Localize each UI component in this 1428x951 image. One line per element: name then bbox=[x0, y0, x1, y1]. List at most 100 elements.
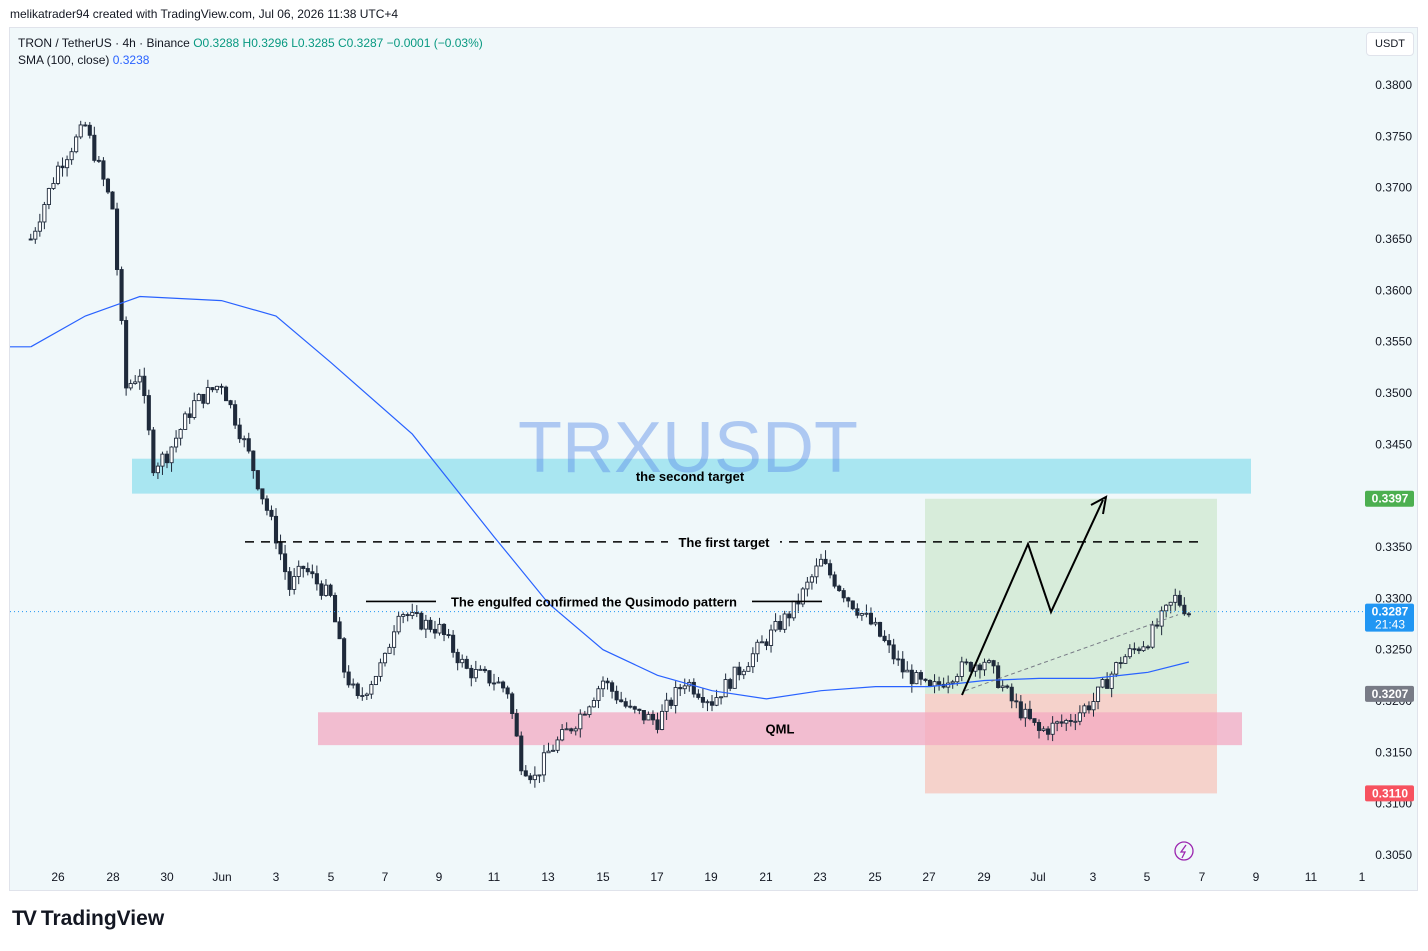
candle-body bbox=[918, 672, 923, 680]
candle-body bbox=[982, 661, 987, 671]
x-tick-label: 15 bbox=[596, 870, 610, 884]
candle-body bbox=[446, 634, 451, 637]
candle-body bbox=[133, 381, 138, 384]
candle-body bbox=[510, 693, 515, 714]
candle-body bbox=[991, 660, 996, 667]
candle-body bbox=[877, 621, 883, 637]
x-tick-label: 9 bbox=[436, 870, 443, 884]
chart-legend: TRON / TetherUS · 4h · Binance O0.3288 H… bbox=[18, 35, 483, 69]
sma-line[interactable] bbox=[30, 295, 1190, 700]
candle-body bbox=[482, 668, 487, 672]
candle-body bbox=[346, 671, 351, 686]
currency-button[interactable]: USDT bbox=[1366, 32, 1414, 56]
candle-body bbox=[1136, 648, 1141, 652]
candle-body bbox=[1164, 604, 1169, 612]
replay-icon[interactable] bbox=[1174, 841, 1194, 861]
sma-label[interactable]: SMA (100, close) bbox=[18, 53, 110, 67]
candle-body bbox=[496, 681, 501, 684]
candle-body bbox=[664, 699, 669, 712]
x-tick-label: 13 bbox=[541, 870, 555, 884]
candle-body bbox=[237, 424, 242, 440]
candle-body bbox=[719, 696, 724, 699]
candle-body bbox=[728, 679, 733, 689]
candle-body bbox=[310, 571, 315, 575]
candle-body bbox=[641, 710, 646, 721]
candle-body bbox=[219, 385, 224, 388]
countdown-label: 21:43 bbox=[1375, 618, 1405, 632]
candle-body bbox=[1059, 721, 1064, 724]
candle-body bbox=[505, 687, 510, 695]
candle-body bbox=[700, 697, 705, 703]
candle-body bbox=[1023, 708, 1028, 719]
candle-body bbox=[932, 681, 937, 687]
tradingview-logo[interactable]: TV TradingView bbox=[12, 907, 164, 931]
candle-body bbox=[74, 136, 79, 153]
y-tick-label: 0.3600 bbox=[1375, 283, 1412, 297]
candle-body bbox=[128, 383, 133, 389]
x-tick-label: 3 bbox=[1090, 870, 1097, 884]
candle-body bbox=[846, 597, 851, 602]
x-tick-label: 29 bbox=[977, 870, 991, 884]
candle-body bbox=[464, 658, 469, 669]
candle-body bbox=[1032, 718, 1037, 723]
candle-body bbox=[214, 385, 220, 391]
candle-body bbox=[523, 770, 528, 777]
candle-body bbox=[723, 679, 728, 698]
candle-body bbox=[1064, 719, 1069, 724]
candle-body bbox=[610, 682, 615, 692]
candle-body bbox=[228, 400, 233, 406]
x-tick-label: 21 bbox=[759, 870, 773, 884]
candle-body bbox=[732, 666, 737, 689]
candle-body bbox=[605, 680, 610, 684]
candle-body bbox=[714, 697, 719, 706]
candle-body bbox=[292, 576, 297, 590]
candle-body bbox=[146, 395, 151, 431]
candle-body bbox=[124, 320, 129, 389]
price-label: 0.3207 bbox=[1372, 687, 1409, 701]
candle-body bbox=[768, 629, 774, 646]
candle-body bbox=[755, 641, 760, 655]
candle-body bbox=[192, 400, 197, 418]
candle-body bbox=[342, 638, 347, 673]
symbol-label[interactable]: TRON / TetherUS · 4h · Binance bbox=[18, 36, 190, 50]
candle-body bbox=[373, 675, 378, 686]
candle-body bbox=[1041, 728, 1046, 731]
candle-body bbox=[269, 509, 274, 517]
candle-body bbox=[242, 438, 247, 441]
candle-body bbox=[423, 619, 428, 630]
candle-body bbox=[782, 613, 787, 630]
x-tick-label: Jun bbox=[212, 870, 231, 884]
candle-body bbox=[682, 685, 687, 690]
candle-body bbox=[873, 621, 878, 625]
x-tick-label: 3 bbox=[273, 870, 280, 884]
candle-body bbox=[360, 695, 365, 697]
candle-body bbox=[460, 658, 465, 664]
candle-body bbox=[151, 429, 156, 474]
candle-body bbox=[814, 565, 819, 578]
candle-body bbox=[1186, 613, 1191, 616]
candle-body bbox=[655, 719, 660, 730]
candle-body bbox=[582, 713, 587, 716]
candle-body bbox=[773, 620, 778, 631]
second-target-zone[interactable] bbox=[132, 458, 1251, 494]
ohlc-values: O0.3288 H0.3296 L0.3285 C0.3287 −0.0001 … bbox=[193, 36, 483, 50]
candle-body bbox=[1055, 721, 1060, 724]
candle-body bbox=[187, 413, 192, 418]
projection-path[interactable] bbox=[961, 499, 1104, 696]
second-target-label: the second target bbox=[636, 469, 745, 484]
profit-zone[interactable] bbox=[925, 498, 1217, 694]
qml-zone[interactable] bbox=[318, 712, 1242, 746]
candle-body bbox=[1018, 701, 1023, 719]
candle-body bbox=[600, 680, 606, 690]
candle-body bbox=[83, 124, 88, 127]
candle-body bbox=[850, 600, 855, 610]
candle-body bbox=[1141, 646, 1146, 652]
candle-body bbox=[909, 669, 914, 685]
candle-body bbox=[546, 750, 551, 754]
candle-body bbox=[201, 393, 206, 404]
candle-body bbox=[669, 699, 674, 706]
candle-body bbox=[555, 739, 560, 751]
candle-body bbox=[414, 612, 419, 614]
candle-body bbox=[301, 565, 306, 569]
